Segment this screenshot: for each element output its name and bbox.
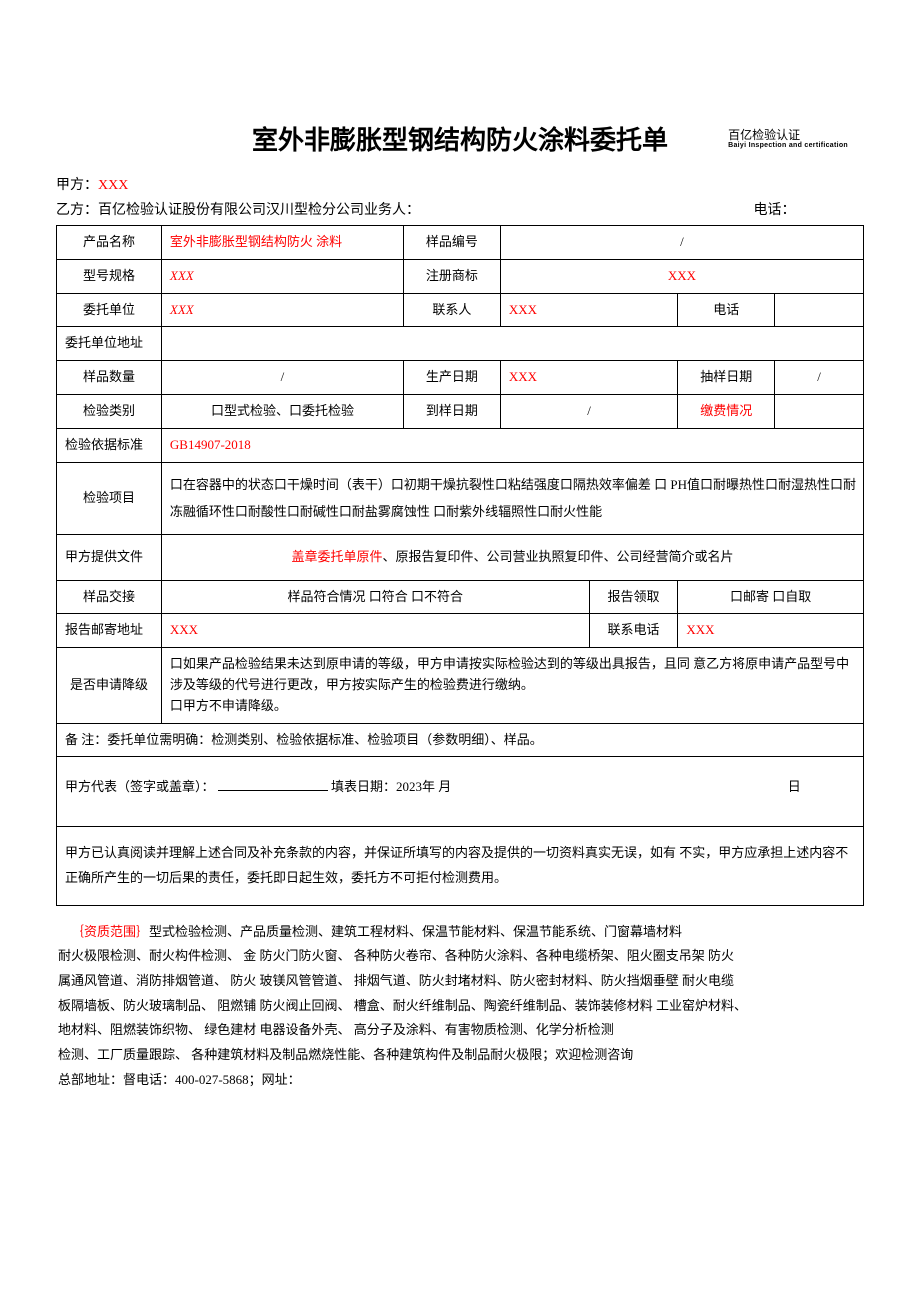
cell-qty-label: 样品数量 [57,361,162,395]
cell-model-label: 型号规格 [57,259,162,293]
table-row: 委托单位地址 [57,327,864,361]
cell-contact-label: 联系人 [403,293,500,327]
scope-body: 型式检验检测、产品质量检测、建筑工程材料、保温节能材料、保温节能系统、门窗幕墙材… [58,924,747,1062]
cell-mail-addr-value: XXX [161,614,589,648]
cell-declaration: 甲方已认真阅读并理解上述合同及补充条款的内容，并保证所填写的内容及提供的一切资料… [57,827,864,905]
logo-cn: 百亿检验认证 [728,128,848,142]
cell-pickup-label: 报告领取 [589,580,678,614]
cell-contact-tel-label: 联系电话 [589,614,678,648]
cell-client-addr-label: 委托单位地址 [57,327,162,361]
scope-block: ｛资质范围｝型式检验检测、产品质量检测、建筑工程材料、保温节能材料、保温节能系统… [56,920,864,1093]
cell-docs-red: 盖章委托单原件 [291,549,382,564]
cell-model-value: XXX [161,259,403,293]
cell-sample-date-value: / [775,361,864,395]
cell-insp-type-label: 检验类别 [57,394,162,428]
commission-table: 产品名称 室外非膨胀型钢结构防火 涂料 样品编号 / 型号规格 XXX 注册商标… [56,225,864,906]
cell-downgrade-label: 是否申请降级 [57,648,162,723]
table-row-declaration: 甲方已认真阅读并理解上述合同及补充条款的内容，并保证所填写的内容及提供的一切资料… [57,827,864,905]
table-row: 备 注：委托单位需明确：检测类别、检验依据标准、检验项目（参数明细）、样品。 [57,723,864,757]
cell-pickup-value: 口邮寄 口自取 [678,580,864,614]
cell-insp-type-value: 口型式检验、口委托检验 [161,394,403,428]
party-b-tel-label: 电话： [754,200,796,221]
table-row-signature: 甲方代表（签字或盖章）： 填表日期：2023年 月 日 [57,757,864,827]
table-row: 产品名称 室外非膨胀型钢结构防火 涂料 样品编号 / [57,226,864,260]
table-row: 样品交接 样品符合情况 口符合 口不符合 报告领取 口邮寄 口自取 [57,580,864,614]
cell-phone-label: 电话 [678,293,775,327]
cell-remark: 备 注：委托单位需明确：检测类别、检验依据标准、检验项目（参数明细）、样品。 [57,723,864,757]
cell-payment-label: 缴费情况 [678,394,775,428]
cell-contact-tel-value: XXX [678,614,864,648]
cell-client-addr-value [161,327,863,361]
cell-client-label: 委托单位 [57,293,162,327]
signature-label: 甲方代表（签字或盖章）： [65,779,215,794]
table-row: 委托单位 XXX 联系人 XXX 电话 [57,293,864,327]
logo-en: Baiyi Inspection and certification [728,142,848,150]
fill-date-label: 填表日期：2023年 月 [331,779,451,794]
cell-items-label: 检验项目 [57,462,162,534]
scope-heading: ｛资质范围｝ [71,924,149,939]
cell-items-value: 口在容器中的状态口干燥时间（表干）口初期干燥抗裂性口粘结强度口隔热效率偏差 口 … [161,462,863,534]
cell-prod-date-value: XXX [500,361,678,395]
cell-handover-value: 样品符合情况 口符合 口不符合 [161,580,589,614]
cell-standard-value: GB14907-2018 [161,428,863,462]
party-b-line: 乙方：百亿检验认证股份有限公司汉川型检分公司业务人： 电话： [56,200,864,221]
table-row: 样品数量 / 生产日期 XXX 抽样日期 / [57,361,864,395]
table-row: 报告邮寄地址 XXX 联系电话 XXX [57,614,864,648]
cell-sample-no-label: 样品编号 [403,226,500,260]
cell-qty-value: / [161,361,403,395]
party-a-value: XXX [98,178,128,193]
cell-signature: 甲方代表（签字或盖章）： 填表日期：2023年 月 日 [57,757,864,827]
table-row: 甲方提供文件 盖章委托单原件、原报告复印件、公司营业执照复印件、公司经营简介或名… [57,534,864,580]
table-row: 是否申请降级 口如果产品检验结果未达到原申请的等级，甲方申请按实际检验达到的等级… [57,648,864,723]
party-a-line: 甲方：XXX [56,175,864,196]
cell-product-name-value: 室外非膨胀型钢结构防火 涂料 [161,226,403,260]
signature-line[interactable] [218,778,328,791]
scope-footer: 总部地址：督电话：400-027-5868；网址： [58,1068,862,1093]
party-b-label: 乙方：百亿检验认证股份有限公司汉川型检分公司业务人： [56,203,420,218]
cell-trademark-label: 注册商标 [403,259,500,293]
table-row: 检验项目 口在容器中的状态口干燥时间（表干）口初期干燥抗裂性口粘结强度口隔热效率… [57,462,864,534]
cell-phone-value [775,293,864,327]
cell-docs-label: 甲方提供文件 [57,534,162,580]
cell-arrive-date-value: / [500,394,678,428]
cell-sample-date-label: 抽样日期 [678,361,775,395]
cell-arrive-date-label: 到样日期 [403,394,500,428]
cell-mail-addr-label: 报告邮寄地址 [57,614,162,648]
cell-sample-no-value: / [500,226,863,260]
cell-handover-label: 样品交接 [57,580,162,614]
cell-contact-value: XXX [500,293,678,327]
cell-payment-value [775,394,864,428]
cell-docs-rest: 、原报告复印件、公司营业执照复印件、公司经营简介或名片 [382,549,733,564]
logo-block: 百亿检验认证 Baiyi Inspection and certificatio… [728,128,848,151]
table-row: 型号规格 XXX 注册商标 XXX [57,259,864,293]
cell-trademark-value: XXX [500,259,863,293]
cell-standard-label: 检验依据标准 [57,428,162,462]
cell-downgrade-value: 口如果产品检验结果未达到原申请的等级，甲方申请按实际检验达到的等级出具报告，且同… [161,648,863,723]
cell-prod-date-label: 生产日期 [403,361,500,395]
cell-client-value: XXX [161,293,403,327]
cell-docs-value: 盖章委托单原件、原报告复印件、公司营业执照复印件、公司经营简介或名片 [161,534,863,580]
fill-date-day: 日 [788,779,801,794]
party-a-label: 甲方： [56,178,98,193]
table-row: 检验依据标准 GB14907-2018 [57,428,864,462]
cell-product-name-label: 产品名称 [57,226,162,260]
table-row: 检验类别 口型式检验、口委托检验 到样日期 / 缴费情况 [57,394,864,428]
